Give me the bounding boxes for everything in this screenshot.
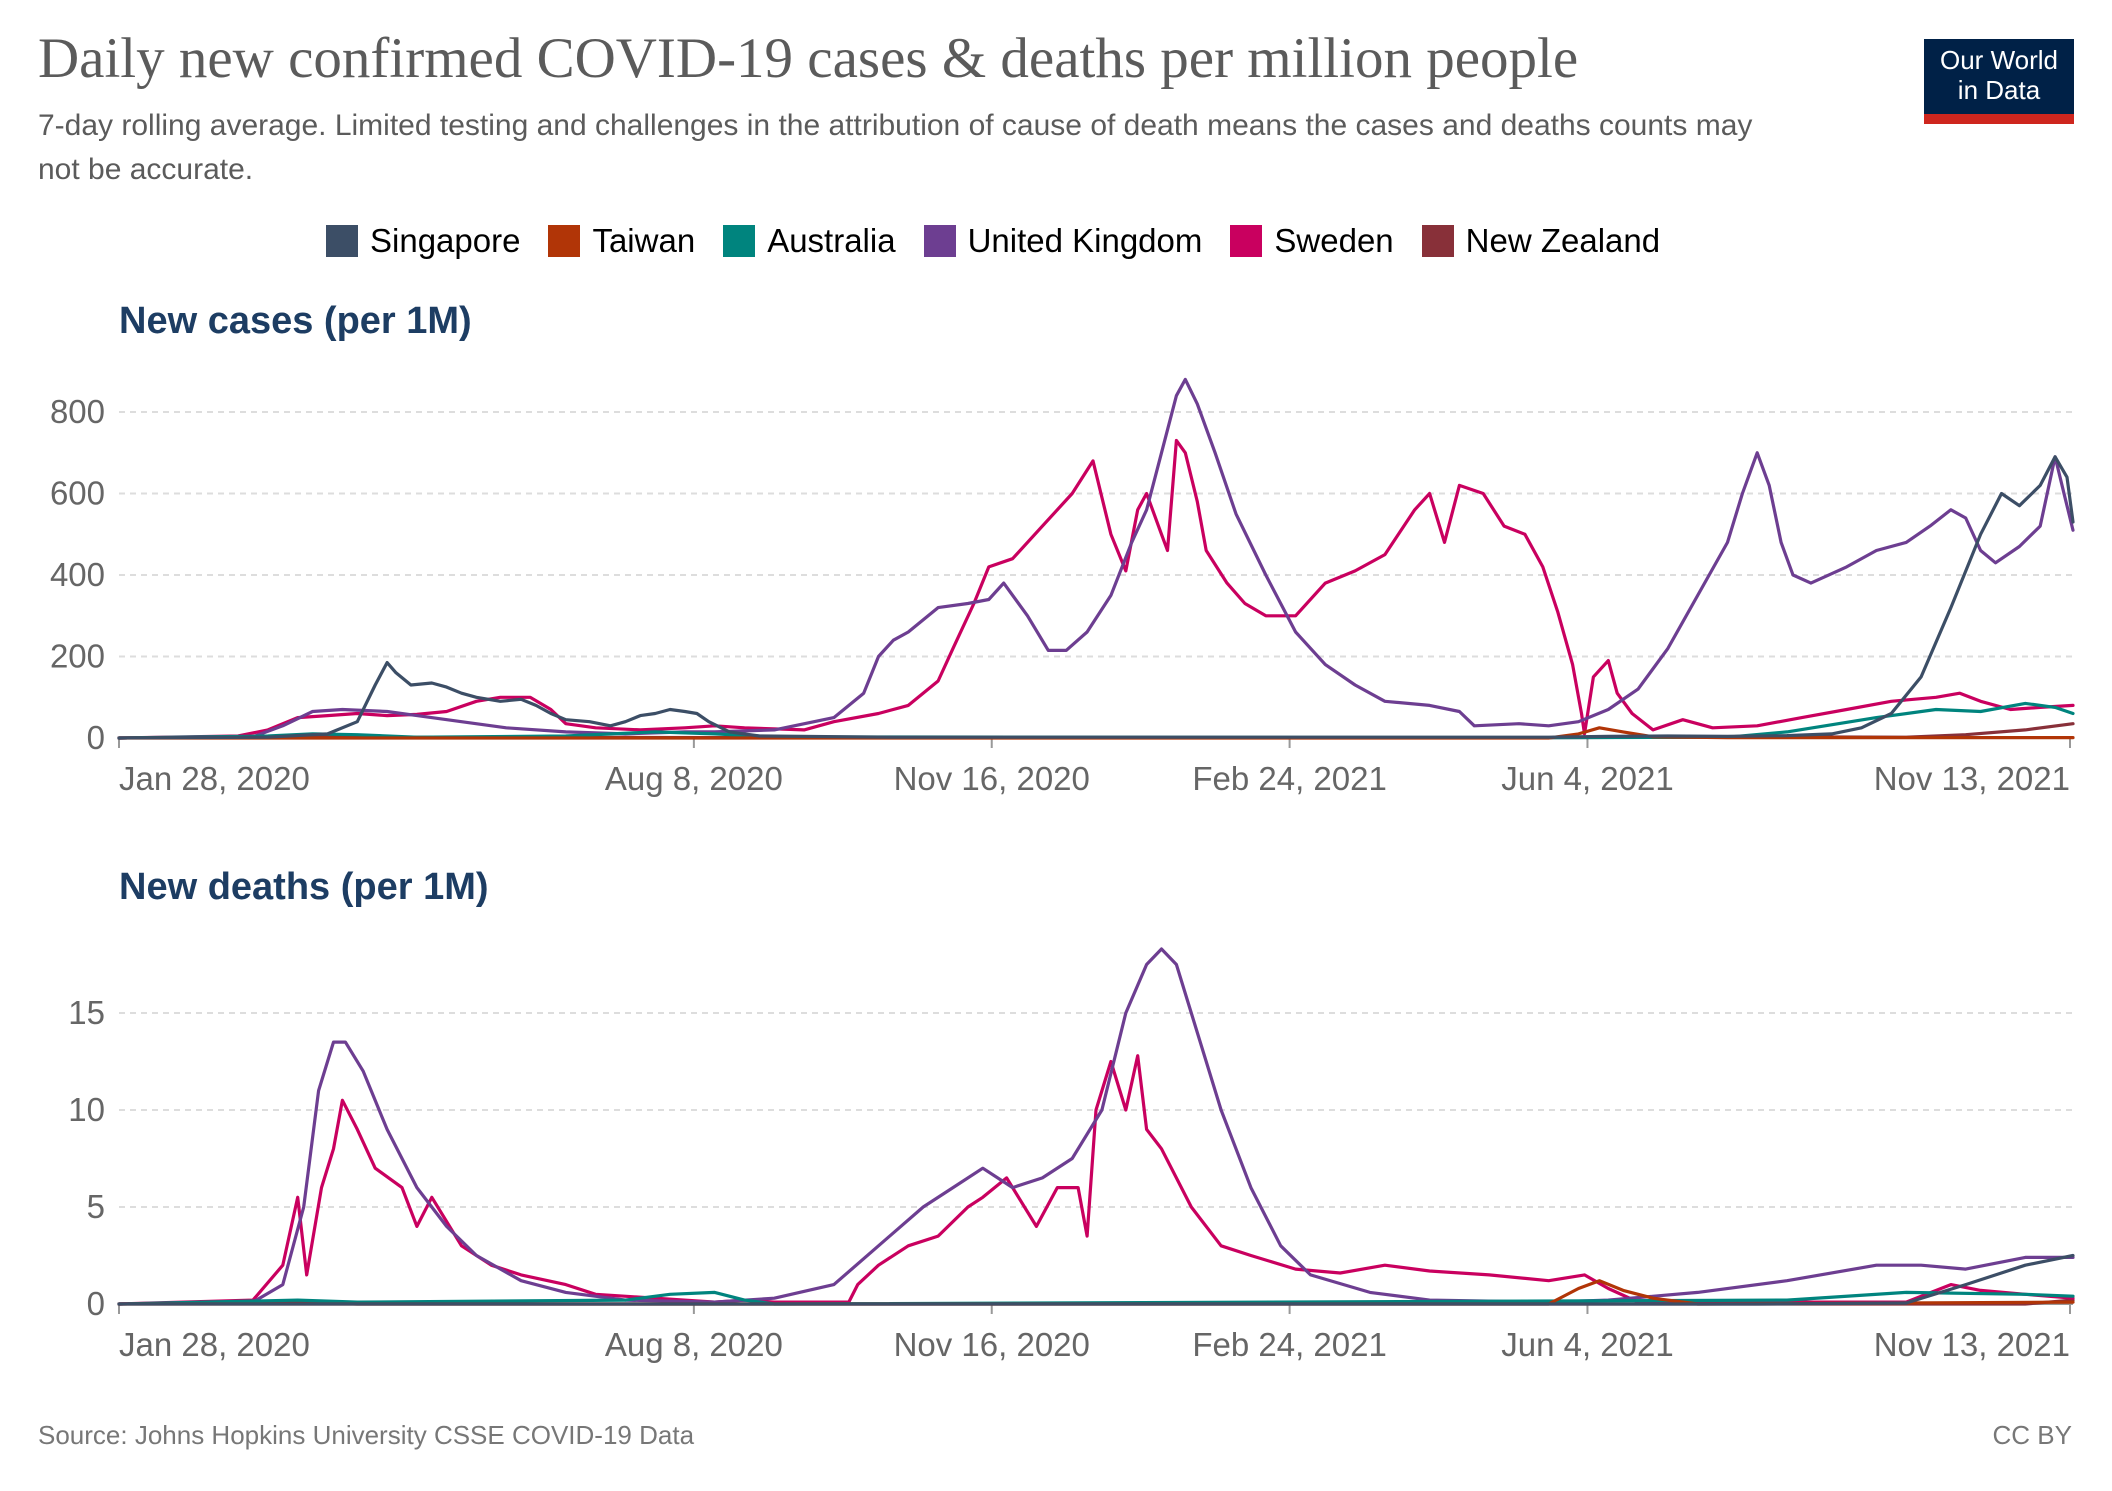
y-tick-label: 800 [50, 393, 105, 430]
legend-item-sweden[interactable]: Sweden [1230, 222, 1394, 260]
owid-logo[interactable]: Our World in Data [1924, 39, 2074, 124]
x-tick-label: Jun 4, 2021 [1501, 760, 1673, 797]
series-line-sweden [117, 1054, 2075, 1306]
y-tick-label: 200 [50, 638, 105, 675]
legend-item-taiwan[interactable]: Taiwan [548, 222, 695, 260]
cases-panel-title: New cases (per 1M) [119, 300, 472, 342]
logo-accent-bar [1924, 114, 2074, 124]
y-tick-label: 0 [87, 1285, 105, 1322]
series-line-singapore [117, 455, 2075, 740]
legend-swatch [326, 225, 358, 257]
legend-item-new-zealand[interactable]: New Zealand [1421, 222, 1661, 260]
y-tick-label: 0 [87, 719, 105, 756]
legend-swatch [1421, 225, 1454, 257]
license-link[interactable]: CC BY [1992, 1420, 2072, 1450]
x-tick-label: Aug 8, 2020 [605, 760, 783, 797]
x-tick-label: Feb 24, 2021 [1192, 1326, 1387, 1363]
x-tick-label: Aug 8, 2020 [605, 1326, 783, 1363]
deaths-panel-title: New deaths (per 1M) [119, 866, 489, 908]
legend-label: Australia [767, 222, 896, 259]
x-tick-label: Nov 13, 2021 [1874, 1326, 2070, 1363]
source-note[interactable]: Source: Johns Hopkins University CSSE CO… [38, 1420, 695, 1450]
series-line-singapore [117, 1253, 2075, 1306]
legend-item-united-kingdom[interactable]: United Kingdom [923, 222, 1203, 260]
x-tick-label: Nov 16, 2020 [894, 1326, 1090, 1363]
logo-line-1: Our World [1940, 45, 2058, 75]
logo-line-2: in Data [1957, 75, 2041, 105]
series-line-united-kingdom [117, 377, 2075, 740]
y-tick-label: 15 [68, 994, 105, 1031]
legend-swatch [548, 225, 581, 257]
y-tick-label: 10 [68, 1091, 105, 1128]
series-line-australia [117, 1290, 2075, 1306]
x-tick-label: Jun 4, 2021 [1501, 1326, 1673, 1363]
y-tick-label: 5 [87, 1188, 105, 1225]
chart-subtitle: 7-day rolling average. Limited testing a… [38, 109, 1753, 186]
x-tick-label: Feb 24, 2021 [1192, 760, 1387, 797]
chart-title: Daily new confirmed COVID-19 cases & dea… [38, 27, 1579, 90]
y-tick-label: 600 [50, 475, 105, 512]
legend-label: New Zealand [1465, 222, 1661, 259]
x-tick-label: Jan 28, 2020 [119, 1326, 310, 1363]
legend: Singapore Taiwan Australia United Kingdo… [326, 222, 1688, 260]
x-tick-label: Nov 13, 2021 [1874, 760, 2070, 797]
series-line-sweden [117, 438, 2075, 740]
legend-label: Singapore [370, 222, 521, 259]
legend-label: Taiwan [592, 222, 696, 259]
legend-swatch [723, 225, 756, 257]
x-tick-label: Nov 16, 2020 [894, 760, 1090, 797]
legend-swatch [1230, 225, 1263, 257]
legend-swatch [923, 225, 956, 257]
legend-label: United Kingdom [967, 222, 1203, 259]
legend-item-singapore[interactable]: Singapore [326, 222, 520, 260]
y-tick-label: 400 [50, 556, 105, 593]
legend-label: Sweden [1274, 222, 1394, 259]
legend-item-australia[interactable]: Australia [723, 222, 896, 260]
x-tick-label: Jan 28, 2020 [119, 760, 310, 797]
